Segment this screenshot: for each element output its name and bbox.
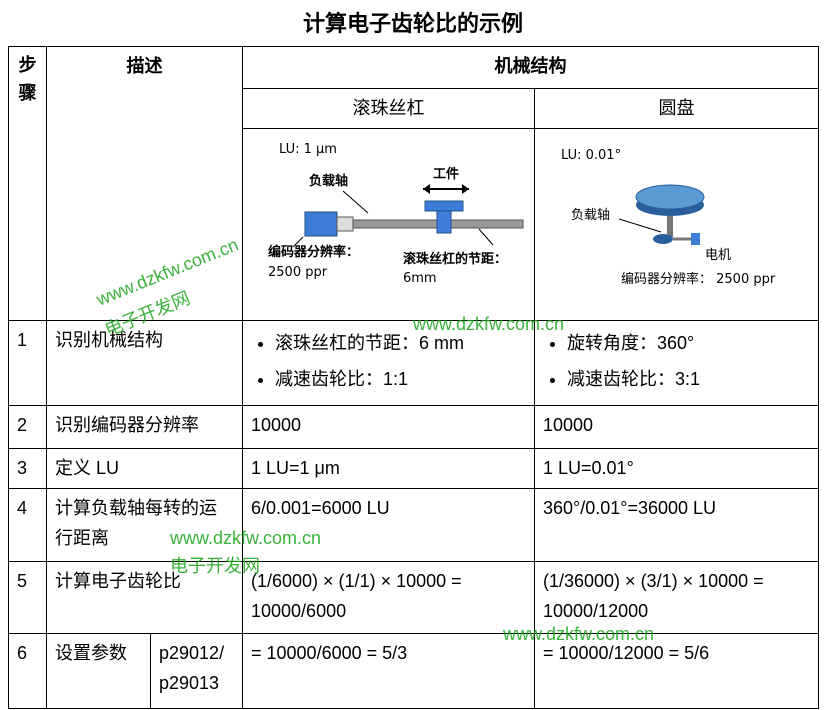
parameters: p29012/p29013 bbox=[150, 633, 243, 709]
label: 编码器分辨率： bbox=[268, 244, 359, 260]
ball-screw-cell: (1/6000) × (1/1) × 10000 = 10000/6000 bbox=[242, 561, 535, 634]
watermark: www.dzkfw.com.cn bbox=[170, 528, 322, 548]
header-step: 步骤 bbox=[8, 46, 47, 321]
description: 设置参数 bbox=[46, 633, 151, 709]
motor bbox=[691, 233, 700, 245]
bullet: 减速齿轮比：1:1 bbox=[275, 361, 526, 397]
label: 负载轴 bbox=[309, 173, 348, 189]
bullet: 减速齿轮比：3:1 bbox=[567, 361, 810, 397]
shaft bbox=[667, 201, 673, 237]
header-ball-screw: 滚珠丝杠 bbox=[242, 88, 535, 129]
disk-cell: 360°/0.01°=36000 LU bbox=[534, 488, 819, 562]
ball-screw-cell: 1 LU=1 μm bbox=[242, 448, 535, 489]
bullet: 滚珠丝杠的节距：6 mm bbox=[275, 325, 526, 361]
step: 4 bbox=[8, 488, 47, 562]
watermark: www.dzkfw.com.cn bbox=[413, 314, 565, 334]
step: 3 bbox=[8, 448, 47, 489]
label: 2500 ppr bbox=[268, 265, 328, 280]
title: 计算电子齿轮比的示例 bbox=[302, 12, 523, 37]
label: 编码器分辨率： 2500 ppr bbox=[621, 271, 776, 287]
bullet: 旋转角度：360° bbox=[567, 325, 810, 361]
label: 工件 bbox=[433, 166, 459, 182]
ball-screw-cell: = 10000/6000 = 5/3 bbox=[242, 633, 535, 709]
gear bbox=[653, 234, 673, 244]
ball-screw-cell: 10000 bbox=[242, 405, 535, 449]
label: LU: 1 μm bbox=[279, 142, 337, 157]
step: 1 bbox=[8, 320, 47, 406]
disk-cell: 旋转角度：360°减速齿轮比：3:1 bbox=[534, 320, 819, 406]
description: 识别编码器分辨率 bbox=[46, 405, 243, 449]
description: 计算电子齿轮比 bbox=[46, 561, 243, 634]
step: 6 bbox=[8, 633, 47, 709]
pointer bbox=[618, 218, 662, 233]
label: 电机 bbox=[705, 248, 731, 263]
pointer bbox=[478, 228, 494, 246]
header-disk: 圆盘 bbox=[534, 88, 819, 129]
watermark: 电子开发网 bbox=[170, 556, 260, 576]
coupling bbox=[336, 216, 354, 232]
nut bbox=[436, 210, 452, 234]
pointer bbox=[342, 190, 369, 214]
disk-diagram: LU: 0.01° 负载轴 电机 编码器分辨率： 2500 ppr bbox=[561, 148, 776, 287]
description: 识别机械结构 bbox=[46, 320, 243, 406]
disk-cell: 1 LU=0.01° bbox=[534, 448, 819, 489]
table: 步骤 描述 机械结构 滚珠丝杠 圆盘 LU: 1 μm 负载轴 工件 编码器分辨… bbox=[8, 46, 819, 709]
label: 负载轴 bbox=[571, 208, 610, 223]
label: LU: 0.01° bbox=[561, 148, 621, 163]
step: 5 bbox=[8, 561, 47, 634]
disk bbox=[635, 184, 705, 210]
step: 2 bbox=[8, 405, 47, 449]
label: 滚珠丝杠的节距： bbox=[403, 251, 507, 267]
disk-cell: = 10000/12000 = 5/6 bbox=[534, 633, 819, 709]
parameter: p29013 bbox=[159, 673, 220, 693]
label: 6mm bbox=[403, 271, 437, 286]
encoder bbox=[304, 211, 338, 237]
pointer bbox=[292, 236, 304, 248]
parameter: p29012/ bbox=[159, 643, 225, 663]
ball-screw-cell: 6/0.001=6000 LU bbox=[242, 488, 535, 562]
header-mechanics: 机械结构 bbox=[242, 46, 819, 89]
workpiece bbox=[424, 200, 464, 212]
disk-cell: (1/36000) × (3/1) × 10000 = 10000/12000 bbox=[534, 561, 819, 634]
description: 定义 LU bbox=[46, 448, 243, 489]
diagram-cell: LU: 1 μm 负载轴 工件 编码器分辨率： 2500 ppr 滚珠丝杠的节距… bbox=[242, 128, 535, 321]
disk-cell: 10000 bbox=[534, 405, 819, 449]
ball-screw-diagram: LU: 1 μm 负载轴 工件 编码器分辨率： 2500 ppr 滚珠丝杠的节距… bbox=[268, 142, 524, 286]
diagram-cell: LU: 0.01° 负载轴 电机 编码器分辨率： 2500 ppr bbox=[534, 128, 819, 321]
description: 计算负载轴每转的运行距离 bbox=[46, 488, 243, 562]
watermark: www.dzkfw.com.cn bbox=[503, 624, 655, 644]
header-description: 描述 bbox=[46, 46, 243, 321]
